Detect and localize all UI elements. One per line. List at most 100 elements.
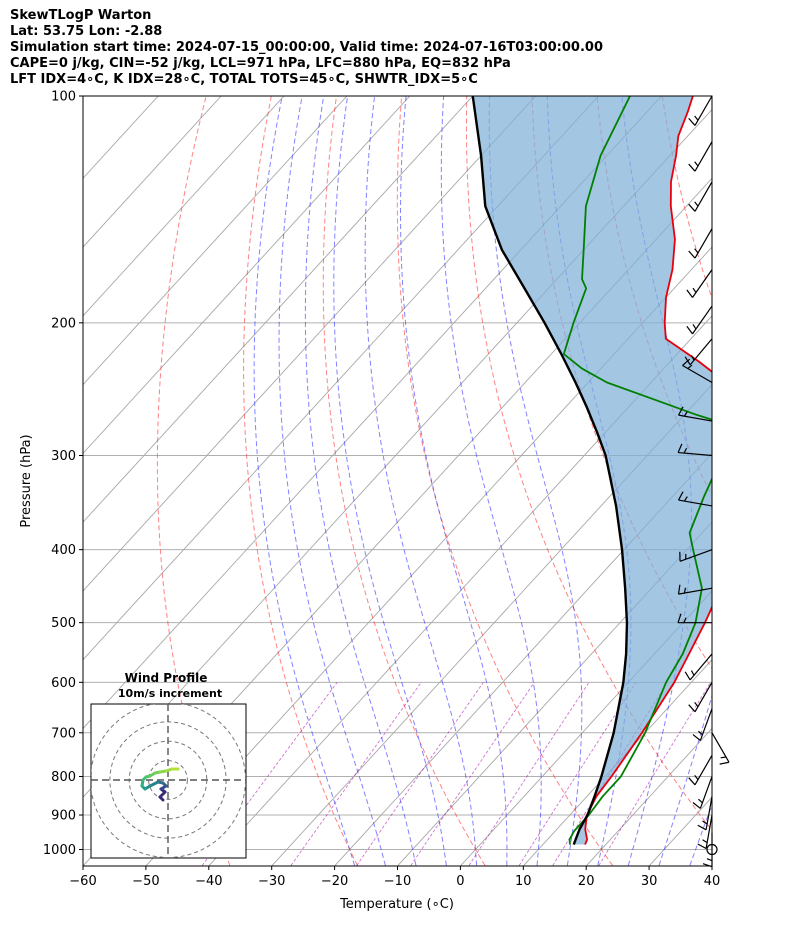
wind-barb-flag: [682, 358, 691, 366]
wind-barb-half-flag: [702, 839, 708, 844]
wind-barb-half-flag: [687, 364, 693, 369]
moist-adiabat: [721, 96, 794, 865]
hodograph-title: Wind Profile: [125, 671, 208, 685]
x-tick-label: −20: [321, 874, 348, 889]
wind-barb-half-flag: [698, 730, 703, 736]
wind-barb-half-flag: [683, 617, 687, 623]
wind-barb-staff: [711, 732, 730, 763]
x-axis-label: Temperature (∘C): [339, 897, 454, 912]
wind-barb-flag: [684, 356, 691, 366]
dry-adiabat: [322, 96, 486, 866]
wind-barb-flag: [677, 491, 684, 501]
isotherm: [712, 96, 794, 865]
hodograph: Wind Profile 10m/s increment: [90, 671, 247, 859]
isotherm: [523, 659, 712, 866]
isotherm: [83, 96, 411, 455]
x-tick-label: 40: [704, 874, 721, 889]
y-axis-label: Pressure (hPa): [19, 434, 34, 527]
isotherm: [775, 96, 794, 865]
x-tick-label: −50: [132, 874, 159, 889]
y-tick-label: 1000: [43, 843, 76, 858]
wind-barb-half-flag: [706, 858, 713, 862]
wind-barb-half-flag: [702, 820, 708, 825]
wind-barb-staff: [694, 181, 713, 212]
y-tick-label: 100: [51, 90, 76, 105]
wind-barb-staff: [699, 708, 713, 741]
mixing-ratio-line: [598, 682, 712, 866]
isotherm: [83, 96, 599, 661]
wind-barb-half-flag: [694, 201, 699, 207]
wind-barb-flag: [677, 443, 683, 453]
y-tick-label: 600: [51, 676, 76, 691]
wind-barb-staff: [705, 814, 713, 849]
y-tick-label: 500: [51, 616, 76, 631]
mixing-ratio-line: [518, 682, 637, 866]
wind-barb-flag: [719, 761, 730, 765]
moist-adiabat: [304, 96, 417, 866]
wind-barb-half-flag: [692, 324, 697, 330]
x-tick-label: 0: [456, 874, 464, 889]
wind-barb-flag: [697, 843, 707, 850]
isotherm: [83, 96, 222, 248]
wind-barb-staff: [689, 338, 713, 366]
dry-adiabat: [243, 96, 358, 866]
wind-barb-flag: [686, 325, 693, 335]
wind-barbs: [677, 95, 730, 868]
wind-barb-flag: [702, 863, 713, 868]
wind-barb-half-flag: [720, 756, 727, 759]
moist-adiabat: [364, 96, 478, 866]
wind-barb-flag: [688, 163, 696, 172]
wind-barb-staff: [705, 796, 713, 830]
parcel-line: [471, 96, 629, 845]
wind-barb-staff: [678, 499, 713, 507]
x-tick-label: −30: [258, 874, 285, 889]
wind-barb-half-flag: [694, 115, 699, 121]
isotherm: [460, 590, 712, 866]
wind-barb-staff: [682, 364, 713, 384]
y-tick-label: 300: [51, 449, 76, 464]
x-tick-label: 10: [515, 874, 532, 889]
wind-barb-staff: [699, 776, 713, 809]
wind-barb-staff: [678, 587, 713, 595]
isotherm: [83, 96, 348, 386]
isotherm: [83, 96, 285, 317]
dry-adiabat: [396, 96, 613, 866]
x-tick-label: 20: [578, 874, 595, 889]
time-label: Simulation start time: 2024-07-15_00:00:…: [10, 40, 603, 55]
wind-barb-half-flag: [692, 287, 697, 293]
wind-barb-staff: [678, 414, 713, 422]
temperature-line: [584, 96, 712, 845]
moist-adiabat: [333, 96, 447, 866]
isotherm: [397, 521, 712, 866]
wind-barb-half-flag: [690, 355, 695, 361]
chart-title: SkewTLogP Warton: [10, 8, 152, 23]
x-tick-label: −60: [69, 874, 96, 889]
cape-label: CAPE=0 j/kg, CIN=-52 j/kg, LCL=971 hPa, …: [10, 56, 511, 71]
wind-barb-staff: [692, 305, 713, 335]
x-tick-label: −40: [195, 874, 222, 889]
wind-barb-staff: [689, 653, 713, 681]
isotherm: [586, 727, 712, 866]
wind-barb-staff: [678, 451, 713, 457]
wind-barb-staff: [692, 269, 713, 298]
mixing-ratio-line: [290, 682, 422, 866]
wind-barb-half-flag: [683, 496, 688, 502]
wind-barb-half-flag: [694, 161, 699, 167]
moist-adiabat: [253, 96, 356, 866]
wind-barb-half-flag: [683, 447, 688, 454]
y-tick-label: 700: [51, 726, 76, 741]
y-tick-label: 200: [51, 316, 76, 331]
moist-adiabat: [400, 96, 508, 866]
isotherm: [208, 315, 712, 866]
cin-shading: [472, 96, 712, 845]
isotherm: [83, 96, 536, 592]
wind-barb-half-flag: [698, 798, 703, 804]
wind-barb-half-flag: [683, 411, 688, 417]
wind-barb-half-flag: [683, 587, 687, 594]
location-label: Lat: 53.75 Lon: -2.88: [10, 24, 163, 39]
isotherm: [146, 246, 712, 866]
wind-barb-flag: [684, 671, 691, 681]
y-tick-label: 400: [51, 543, 76, 558]
wind-barb-staff: [694, 228, 713, 259]
